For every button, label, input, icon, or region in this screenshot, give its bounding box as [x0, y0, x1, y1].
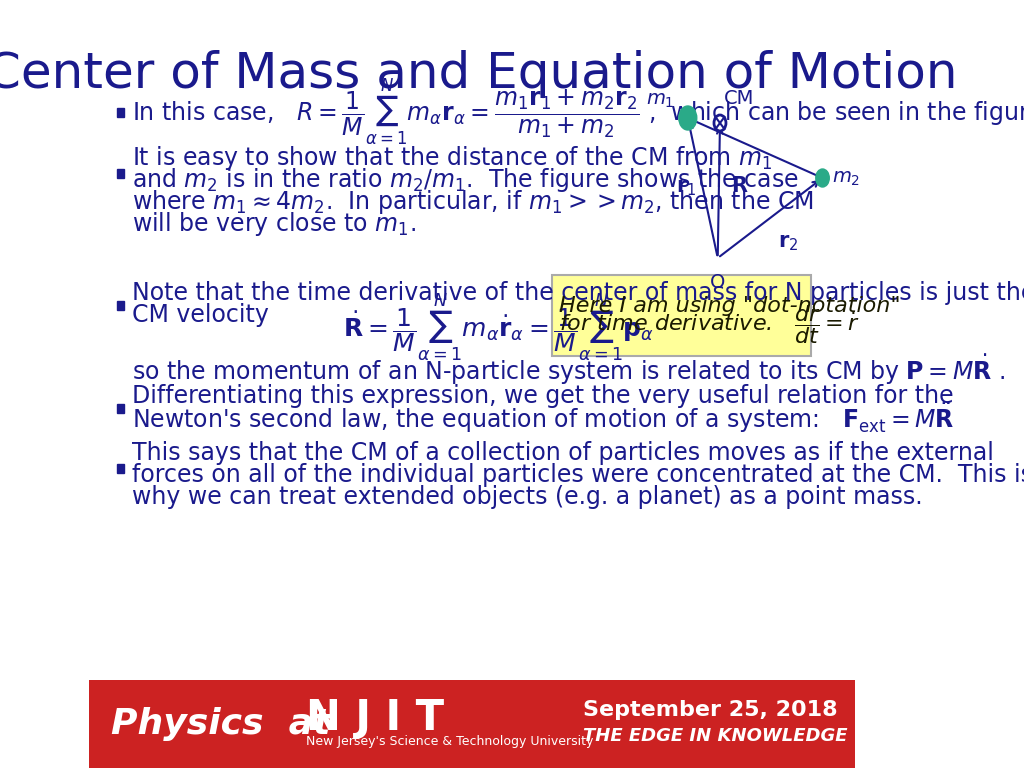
Text: This says that the CM of a collection of particles moves as if the external: This says that the CM of a collection of…	[132, 441, 994, 465]
Text: CM velocity: CM velocity	[132, 303, 269, 327]
Text: N J I T: N J I T	[306, 697, 444, 739]
Text: New Jersey's Science & Technology University: New Jersey's Science & Technology Univer…	[306, 736, 593, 749]
Text: It is easy to show that the distance of the CM from $m_1$: It is easy to show that the distance of …	[132, 144, 772, 172]
Text: $\mathbf{R}$: $\mathbf{R}$	[731, 176, 749, 196]
Bar	[118, 168, 124, 177]
Bar	[118, 403, 124, 412]
Text: $m_2$: $m_2$	[831, 168, 860, 187]
Text: Newton's second law, the equation of motion of a system:   $\mathbf{F}_{\mathrm{: Newton's second law, the equation of mot…	[132, 401, 955, 435]
Bar	[89, 680, 855, 768]
Text: will be very close to $m_1$.: will be very close to $m_1$.	[132, 210, 417, 238]
Text: Physics  at: Physics at	[112, 707, 331, 741]
Text: where $m_1 \approx 4m_2$.  In particular, if $m_1 >> m_2$, then the CM: where $m_1 \approx 4m_2$. In particular,…	[132, 188, 814, 216]
Text: for time derivative.   $\dfrac{dr}{dt} = \dot{r}$: for time derivative. $\dfrac{dr}{dt} = \…	[559, 303, 860, 346]
Text: September 25, 2018: September 25, 2018	[583, 700, 838, 720]
Text: forces on all of the individual particles were concentrated at the CM.  This is: forces on all of the individual particle…	[132, 463, 1024, 487]
Text: $\mathbf{r}_2$: $\mathbf{r}_2$	[777, 233, 798, 253]
Circle shape	[714, 115, 726, 131]
Circle shape	[816, 169, 829, 187]
Text: CM: CM	[724, 89, 754, 108]
Text: $\mathbf{r}_1$: $\mathbf{r}_1$	[677, 178, 696, 198]
FancyBboxPatch shape	[552, 275, 811, 356]
Bar	[118, 300, 124, 310]
Text: $\dot{\mathbf{R}} = \dfrac{1}{M}\sum_{\alpha=1}^{N} m_\alpha \dot{\mathbf{r}}_\a: $\dot{\mathbf{R}} = \dfrac{1}{M}\sum_{\a…	[343, 292, 654, 364]
Text: why we can treat extended objects (e.g. a planet) as a point mass.: why we can treat extended objects (e.g. …	[132, 485, 923, 509]
Text: $m_1$: $m_1$	[646, 91, 675, 110]
Text: Center of Mass and Equation of Motion: Center of Mass and Equation of Motion	[0, 50, 958, 98]
Text: Here I am using "dot-notation": Here I am using "dot-notation"	[559, 296, 901, 316]
Text: O: O	[710, 273, 725, 292]
Circle shape	[679, 106, 696, 130]
Bar	[118, 108, 124, 117]
Text: Differentiating this expression, we get the very useful relation for the: Differentiating this expression, we get …	[132, 384, 954, 408]
Text: THE EDGE IN KNOWLEDGE: THE EDGE IN KNOWLEDGE	[583, 727, 848, 745]
Text: Note that the time derivative of the center of mass for N particles is just the: Note that the time derivative of the cen…	[132, 281, 1024, 305]
Bar	[118, 464, 124, 472]
Text: and $m_2$ is in the ratio $m_2/m_1$.  The figure shows the case: and $m_2$ is in the ratio $m_2/m_1$. The…	[132, 166, 799, 194]
Text: In this case,   $R = \dfrac{1}{M}\sum_{\alpha=1}^{N} m_\alpha \mathbf{r}_\alpha : In this case, $R = \dfrac{1}{M}\sum_{\al…	[132, 77, 1024, 147]
Text: so the momentum of an N-particle system is related to its CM by $\mathbf{P} = M\: so the momentum of an N-particle system …	[132, 353, 1006, 387]
